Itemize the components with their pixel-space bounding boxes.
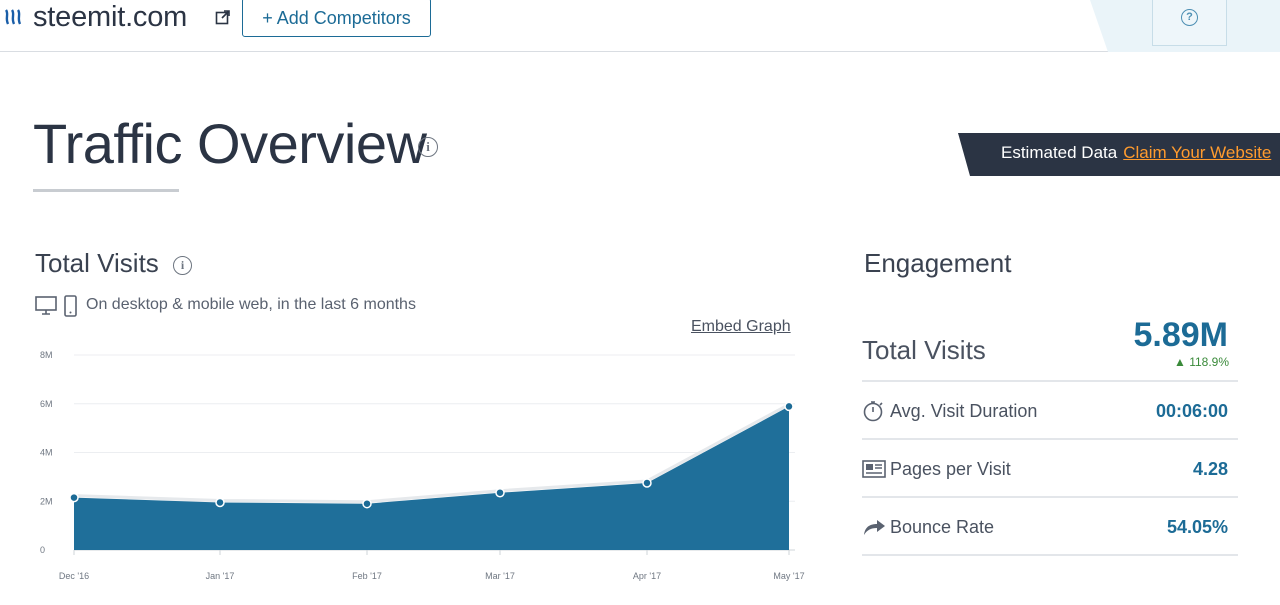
total-visits-change: ▲ 118.9%	[1174, 355, 1229, 369]
bounce-arrow-icon	[864, 520, 885, 535]
y-tick-label: 0	[40, 545, 45, 555]
data-point	[495, 487, 505, 498]
help-button[interactable]: ?	[1152, 0, 1227, 46]
x-tick-label: Feb '17	[352, 571, 382, 581]
embed-graph-link[interactable]: Embed Graph	[691, 318, 791, 335]
pages-icon	[862, 460, 886, 478]
stopwatch-icon	[863, 401, 883, 422]
bounce-rate-label: Bounce Rate	[890, 517, 995, 537]
x-tick-label: Jan '17	[206, 571, 235, 581]
external-link-icon[interactable]	[215, 9, 231, 25]
x-tick-label: Apr '17	[633, 571, 661, 581]
total-visits-subtitle: On desktop & mobile web, in the last 6 m…	[86, 296, 416, 313]
title-underline	[33, 189, 179, 192]
bounce-rate-value: 54.05%	[1166, 517, 1228, 537]
pages-per-visit-label: Pages per Visit	[890, 459, 1011, 479]
arrow-up-icon: ▲	[1173, 355, 1186, 369]
y-tick-label: 2M	[40, 496, 53, 506]
steemit-logo-icon	[4, 9, 22, 25]
y-tick-label: 8M	[40, 350, 53, 360]
estimated-data-banner	[958, 133, 1280, 176]
help-icon: ?	[1181, 9, 1198, 26]
site-name: steemit.com	[33, 1, 188, 33]
estimated-data-label: Estimated Data	[1001, 143, 1118, 162]
y-tick-label: 4M	[40, 448, 53, 458]
total-visits-title: Total Visits	[35, 248, 159, 278]
engagement-total-visits-row: Total Visits 5.89M ▲ 118.9%	[862, 313, 1238, 382]
avg-visit-duration-label: Avg. Visit Duration	[890, 401, 1038, 421]
total-visits-value: 5.89M	[1133, 316, 1229, 354]
add-competitors-button[interactable]: + Add Competitors	[242, 0, 431, 37]
page-title: Traffic Overview	[33, 112, 427, 175]
data-point	[362, 498, 372, 509]
area-series	[74, 406, 789, 550]
claim-website-link[interactable]: Claim Your Website	[1123, 143, 1272, 162]
change-value: 118.9%	[1189, 355, 1229, 369]
avg-visit-duration-row: Avg. Visit Duration 00:06:00	[862, 382, 1238, 440]
pages-per-visit-row: Pages per Visit 4.28	[862, 440, 1238, 498]
series-outline	[73, 403, 790, 504]
total-visits-chart: 0 2M 4M 6M 8M Dec '16 Jan '17 Feb '17 Mar '17 Apr…	[40, 350, 805, 581]
x-tick-label: Mar '17	[485, 571, 515, 581]
x-tick-label: Dec '16	[59, 571, 89, 581]
engagement-title: Engagement	[864, 248, 1012, 278]
pages-per-visit-value: 4.28	[1192, 459, 1228, 479]
x-tick-label: May '17	[773, 571, 804, 581]
data-point	[784, 401, 794, 412]
banner-text: Estimated Data Claim Your Website	[1001, 143, 1271, 163]
data-point	[642, 478, 652, 488]
total-visits-label: Total Visits	[862, 335, 986, 365]
total-visits-info-icon[interactable]: i	[173, 256, 192, 275]
top-bar: steemit.com + Add Competitors ?	[0, 0, 1280, 52]
info-icon[interactable]: i	[418, 137, 438, 157]
avg-visit-duration-value: 00:06:00	[1155, 401, 1228, 421]
bounce-rate-row: Bounce Rate 54.05%	[862, 498, 1238, 556]
data-point	[69, 492, 79, 503]
y-tick-label: 6M	[40, 399, 53, 409]
data-point	[215, 497, 225, 508]
desktop-mobile-icon	[35, 295, 77, 317]
